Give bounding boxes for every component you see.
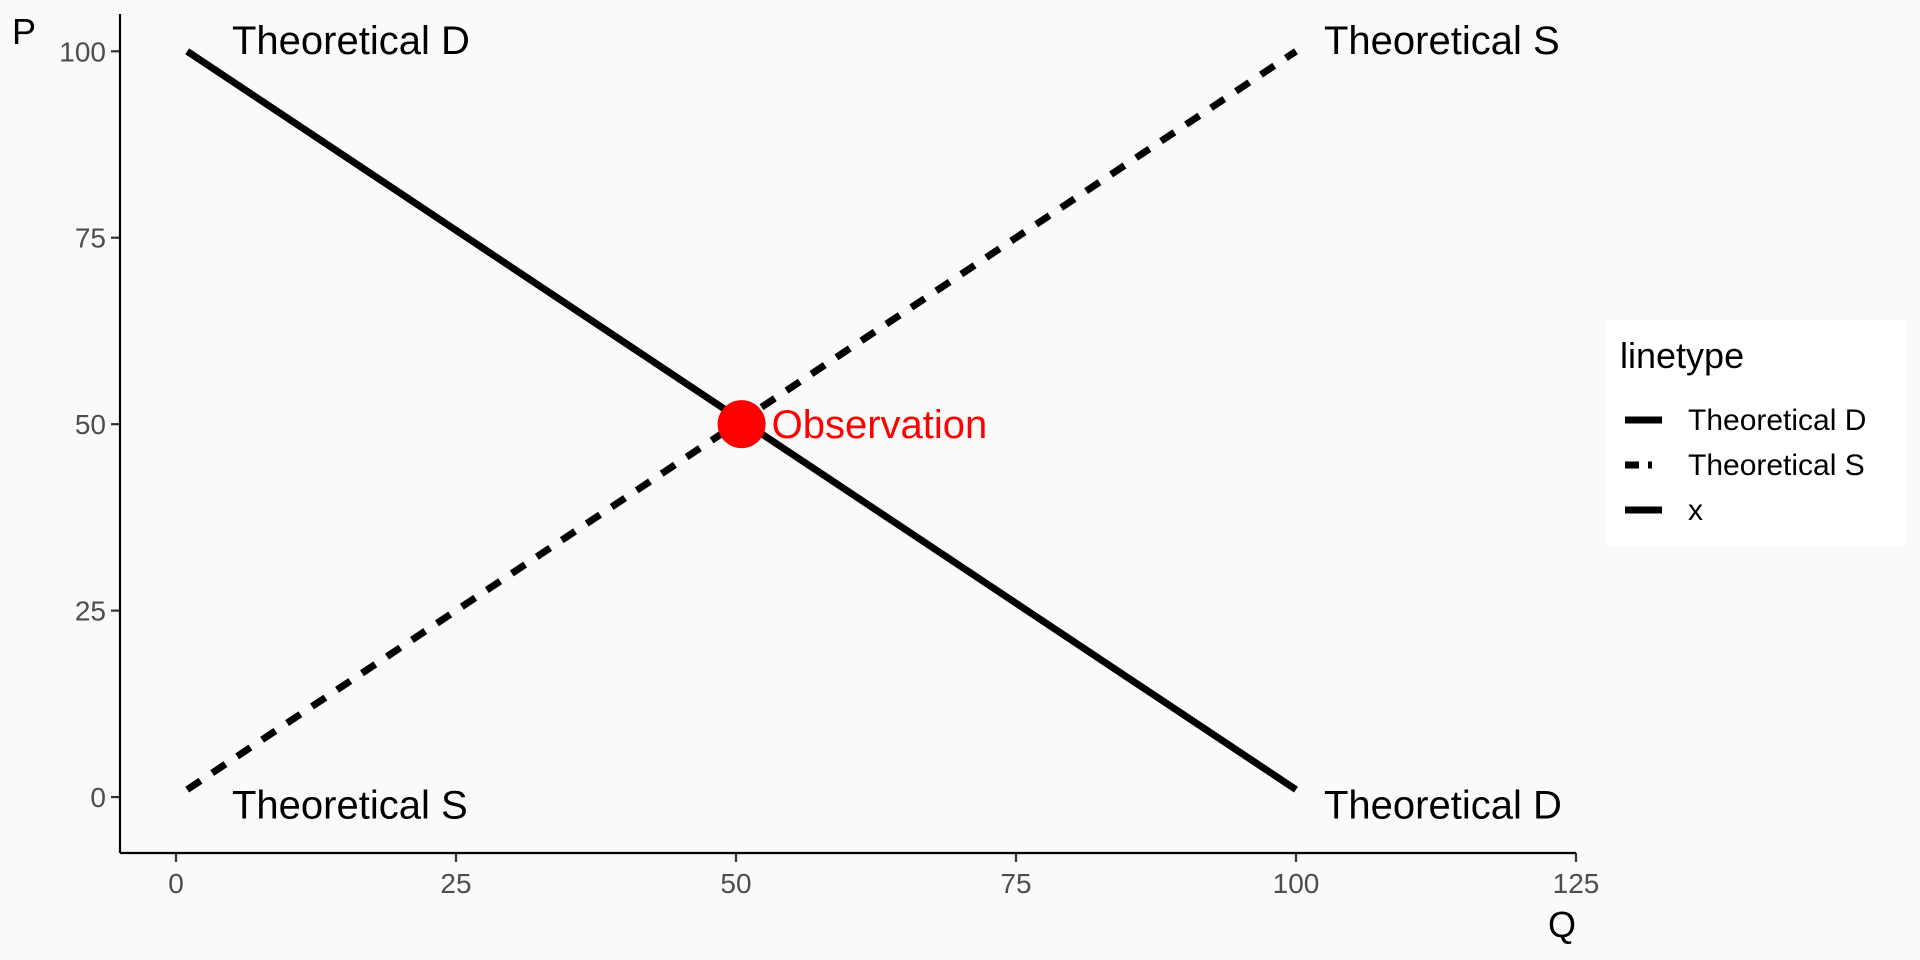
y-tick-label: 75 <box>75 223 106 254</box>
x-tick-label: 0 <box>168 868 184 899</box>
observation-group: Observation <box>717 400 988 449</box>
x-axis-ticks: 0 25 50 75 100 125 <box>168 853 1599 899</box>
legend-entries: Theoretical D Theoretical S x <box>1625 404 1866 527</box>
x-tick-label: 100 <box>1273 868 1320 899</box>
legend-label: Theoretical D <box>1688 404 1866 437</box>
x-tick-label: 50 <box>720 868 751 899</box>
x-tick-label: 125 <box>1553 868 1600 899</box>
line-label: Theoretical D <box>232 19 470 63</box>
legend-label: Theoretical S <box>1688 449 1865 482</box>
line-label: Theoretical D <box>1324 784 1562 828</box>
legend: linetype Theoretical D Theoretical S x <box>1607 320 1905 546</box>
legend-title: linetype <box>1620 335 1744 376</box>
x-axis-title: Q <box>1548 904 1576 945</box>
y-tick-label: 25 <box>75 596 106 627</box>
x-tick-label: 25 <box>440 868 471 899</box>
y-axis-title: P <box>12 11 36 52</box>
observation-point <box>717 400 766 449</box>
observation-label: Observation <box>772 403 988 447</box>
y-tick-label: 100 <box>59 36 106 67</box>
y-tick-label: 0 <box>90 782 106 813</box>
legend-label: x <box>1688 494 1703 527</box>
x-tick-label: 75 <box>1000 868 1031 899</box>
y-axis-ticks: 0 25 50 75 100 <box>59 36 120 813</box>
line-labels: Theoretical D Theoretical S Theoretical S T… <box>232 19 1562 827</box>
y-tick-label: 50 <box>75 409 106 440</box>
line-label: Theoretical S <box>1324 19 1560 63</box>
line-label: Theoretical S <box>232 784 468 828</box>
